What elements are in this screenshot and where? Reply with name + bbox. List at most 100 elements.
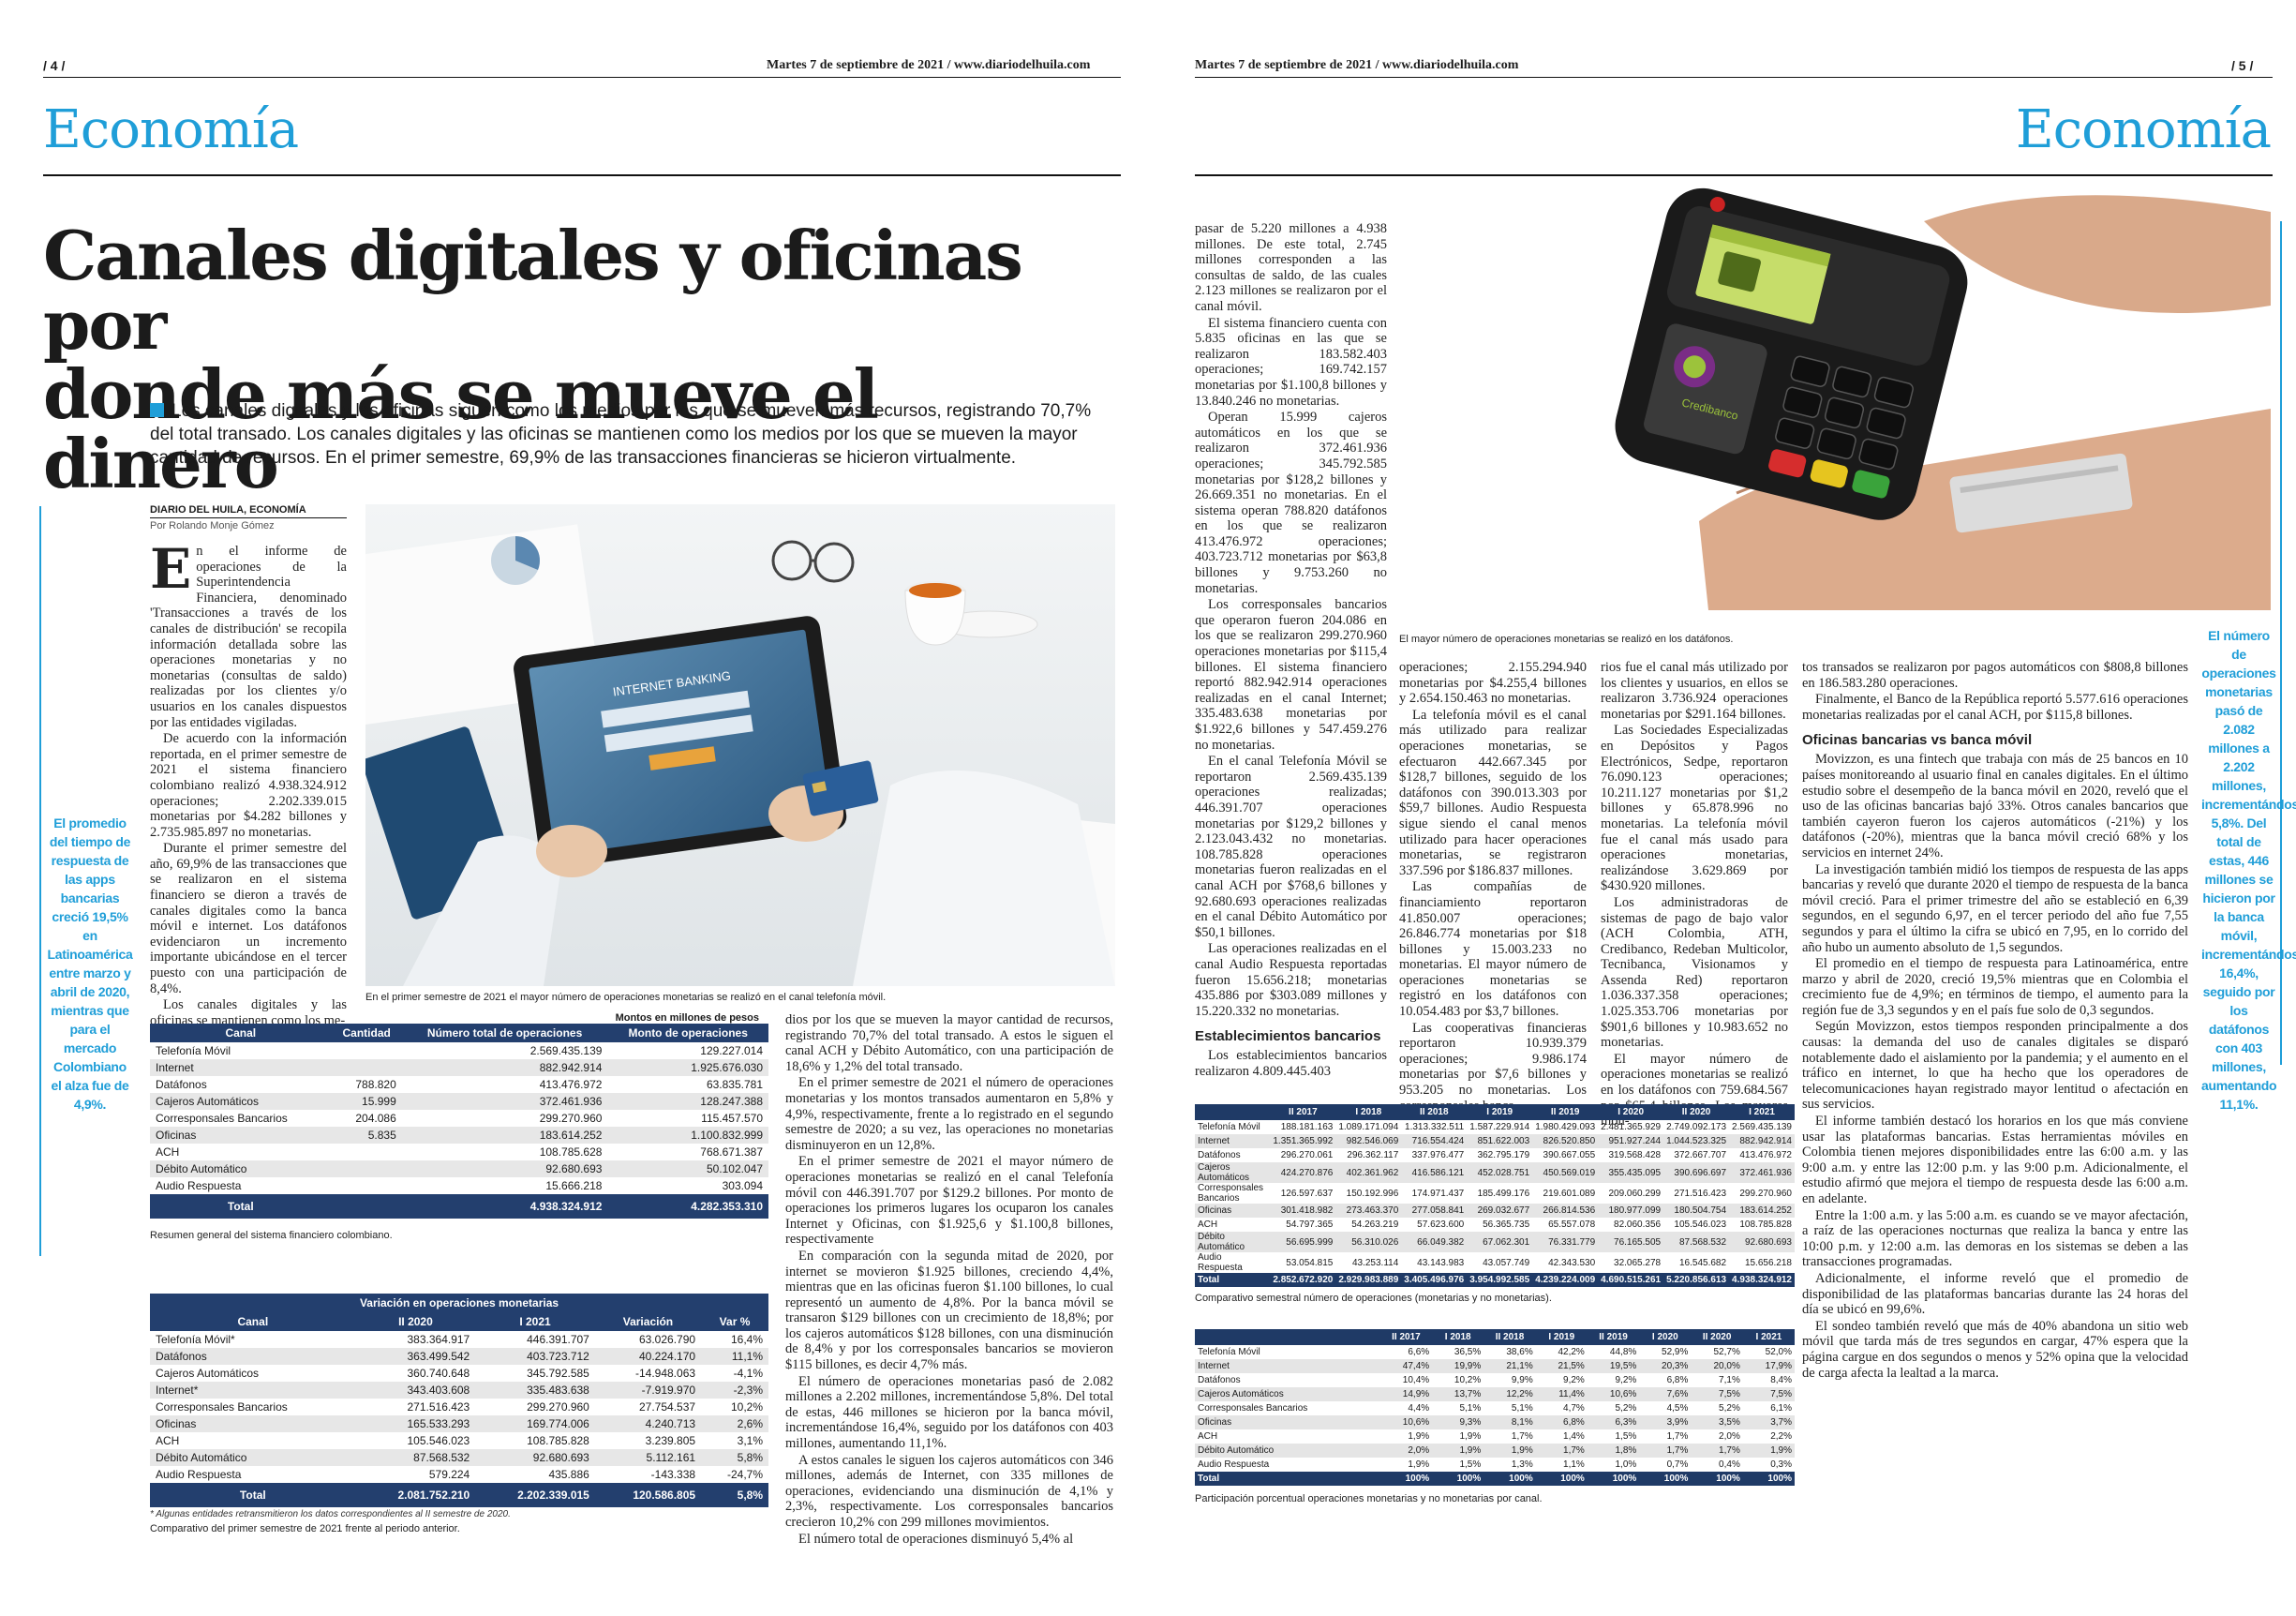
table-cell: 42.343.530 bbox=[1548, 1257, 1596, 1268]
table-cell: 579.224 bbox=[428, 1468, 470, 1481]
table-cell: Internet bbox=[150, 1059, 332, 1076]
table-cell: ACH bbox=[1198, 1431, 1218, 1442]
table-total-row: Total 2.852.672.920 2.929.983.889 3.405.496… bbox=[1195, 1273, 1795, 1287]
variation-table: Canal II 2020 I 2021 Variación Var % Tel… bbox=[150, 1312, 768, 1507]
table-cell: 219.601.089 bbox=[1543, 1188, 1596, 1199]
table-cell: 92.680.693 bbox=[475, 1449, 595, 1466]
table-cell: Cajeros Automáticos bbox=[1195, 1387, 1380, 1401]
table-row: Audio Respuesta 15.666.218 303.094 bbox=[150, 1177, 768, 1194]
table-cell: 8,1% bbox=[1483, 1415, 1536, 1429]
table-cell: Cajeros Automáticos bbox=[156, 1367, 260, 1380]
table-cell: 108.785.828 bbox=[527, 1434, 589, 1447]
table-row: Telefonía Móvil 188.181.163 1.089.171.094 1… bbox=[1195, 1120, 1795, 1134]
table-cell: 301.418.982 bbox=[1270, 1204, 1336, 1218]
table-cell: 183.614.252 bbox=[1729, 1204, 1795, 1218]
table-cell: 2.481.365.929 bbox=[1601, 1122, 1662, 1132]
table-cell: 15.656.218 bbox=[1744, 1257, 1792, 1268]
headline-line-1: Canales digitales y oficinas por bbox=[43, 216, 1023, 365]
table-cell: 435.886 bbox=[548, 1468, 589, 1481]
table-cell: 1.100.832.999 bbox=[607, 1127, 768, 1144]
table-cell: 299.270.960 bbox=[539, 1112, 603, 1125]
table-cell: 20,3% bbox=[1639, 1359, 1692, 1373]
paragraph: En comparación con la segunda mitad de 2… bbox=[785, 1248, 1113, 1373]
table-cell: 27.754.537 bbox=[638, 1400, 696, 1414]
table-cell: Total bbox=[150, 1483, 356, 1507]
header-rule bbox=[1195, 77, 2273, 78]
table-cell: 882.942.914 bbox=[401, 1059, 608, 1076]
col-header: Var % bbox=[701, 1312, 768, 1331]
table-cell: 100% bbox=[1639, 1472, 1692, 1486]
table-cell: 2,2% bbox=[1770, 1431, 1792, 1442]
table-cell: 273.463.370 bbox=[1335, 1204, 1402, 1218]
table-cell: 100% bbox=[1691, 1472, 1743, 1486]
table-cell: 296.270.061 bbox=[1280, 1150, 1334, 1160]
col-header: II 2020 bbox=[355, 1312, 476, 1331]
col-header: II 2017 bbox=[1270, 1104, 1336, 1120]
table-cell: 788.820 bbox=[355, 1078, 396, 1091]
table-cell: 108.785.828 bbox=[1739, 1219, 1792, 1230]
table-cell: 42,2% bbox=[1558, 1347, 1585, 1357]
terminal-photo-illustration: Credibanco bbox=[1615, 187, 2271, 610]
paragraph: Adicionalmente, el informe reveló que el… bbox=[1802, 1270, 2188, 1318]
table-cell: 10,6% bbox=[1379, 1415, 1433, 1429]
table-row: ACH 1,9% 1,9% 1,7% 1,4% 1,5% 1,7% 2,0% 2,2% bbox=[1195, 1429, 1795, 1444]
paragraph: Los administradoras de sistemas de pago … bbox=[1601, 894, 1788, 1051]
table-cell: 3.239.805 bbox=[645, 1434, 696, 1447]
table-header-row: Canal II 2020 I 2021 Variación Var % bbox=[150, 1312, 768, 1331]
table-cell: 100% bbox=[1587, 1472, 1640, 1486]
table-cell: 10,4% bbox=[1402, 1375, 1430, 1385]
table-header-row: Canal Cantidad Número total de operacion… bbox=[150, 1024, 768, 1042]
table-cell: Telefonía Móvil bbox=[1198, 1347, 1260, 1357]
table-row: Oficinas 301.418.982 273.463.370 277.058.84… bbox=[1195, 1204, 1795, 1218]
table-cell: 19,9% bbox=[1432, 1359, 1484, 1373]
paragraph: Las Sociedades Especializadas en Depósit… bbox=[1601, 723, 1788, 894]
table-cell: 266.814.536 bbox=[1532, 1204, 1599, 1218]
table-cell: 1.089.171.094 bbox=[1338, 1122, 1399, 1132]
table-cell: 52,7% bbox=[1713, 1347, 1740, 1357]
table-cell: 87.568.532 bbox=[1663, 1232, 1730, 1252]
table-cell: 5,2% bbox=[1719, 1403, 1740, 1414]
table-cell: 277.058.841 bbox=[1401, 1204, 1468, 1218]
col-header: II 2020 bbox=[1691, 1329, 1743, 1345]
table-cell: 43.253.114 bbox=[1351, 1257, 1399, 1268]
tablet-photo-illustration: INTERNET BANKING bbox=[365, 504, 1115, 986]
table-cell: 2,0% bbox=[1379, 1444, 1433, 1458]
table-cell: Telefonía Móvil bbox=[1198, 1122, 1260, 1132]
table-cell: 87.568.532 bbox=[355, 1449, 476, 1466]
table-cell: 126.597.637 bbox=[1280, 1188, 1334, 1199]
table-cell: 716.554.424 bbox=[1401, 1134, 1468, 1148]
page-4: / 4 / Martes 7 de septiembre de 2021 / w… bbox=[39, 58, 1121, 1547]
section-title: Economía bbox=[2015, 99, 2272, 160]
table-cell: 7,5% bbox=[1691, 1387, 1743, 1401]
table-cell: 0,4% bbox=[1719, 1459, 1740, 1470]
table-cell: Débito Automático bbox=[1195, 1444, 1380, 1458]
table-cell: ACH bbox=[156, 1434, 180, 1447]
section-rule bbox=[43, 174, 1121, 176]
table-cell: 1,5% bbox=[1459, 1459, 1482, 1470]
semester-operations-table: II 2017 I 2018 II 2018 I 2019 II 2019 I 2020 I… bbox=[1195, 1104, 1795, 1287]
table-cell: Datáfonos bbox=[156, 1078, 207, 1091]
table-cell: 1,1% bbox=[1563, 1459, 1585, 1470]
table-cell: 7,5% bbox=[1742, 1387, 1795, 1401]
table-row: Audio Respuesta 53.054.815 43.253.114 43.14… bbox=[1195, 1252, 1795, 1273]
col-header: II 2018 bbox=[1401, 1104, 1468, 1120]
table-cell: 4.240.713 bbox=[594, 1415, 702, 1432]
table-cell: 21,1% bbox=[1483, 1359, 1536, 1373]
table-cell: 826.520.850 bbox=[1532, 1134, 1599, 1148]
table-cell bbox=[331, 1160, 402, 1177]
table-cell bbox=[332, 1144, 402, 1160]
table-cell: 183.614.252 bbox=[401, 1127, 608, 1144]
table-cell: 1,7% bbox=[1691, 1444, 1743, 1458]
page-number: / 5 / bbox=[2231, 58, 2254, 73]
article-column-2: dios por los que se mueven la mayor cant… bbox=[785, 1012, 1113, 1547]
table-cell: 851.622.003 bbox=[1467, 1134, 1533, 1148]
table-cell: 76.165.505 bbox=[1598, 1232, 1664, 1252]
table-cell: 76.331.779 bbox=[1532, 1232, 1599, 1252]
table-cell: 3.405.496.976 bbox=[1401, 1273, 1468, 1287]
table-row: Cajeros Automáticos 360.740.648 345.792.58… bbox=[150, 1365, 768, 1382]
col-header: I 2019 bbox=[1467, 1104, 1533, 1120]
paragraph: Las cooperativas financieras reportaron … bbox=[1399, 1020, 1587, 1114]
lead-paragraph: Los canales digitales y las oficinas sig… bbox=[150, 399, 1115, 470]
